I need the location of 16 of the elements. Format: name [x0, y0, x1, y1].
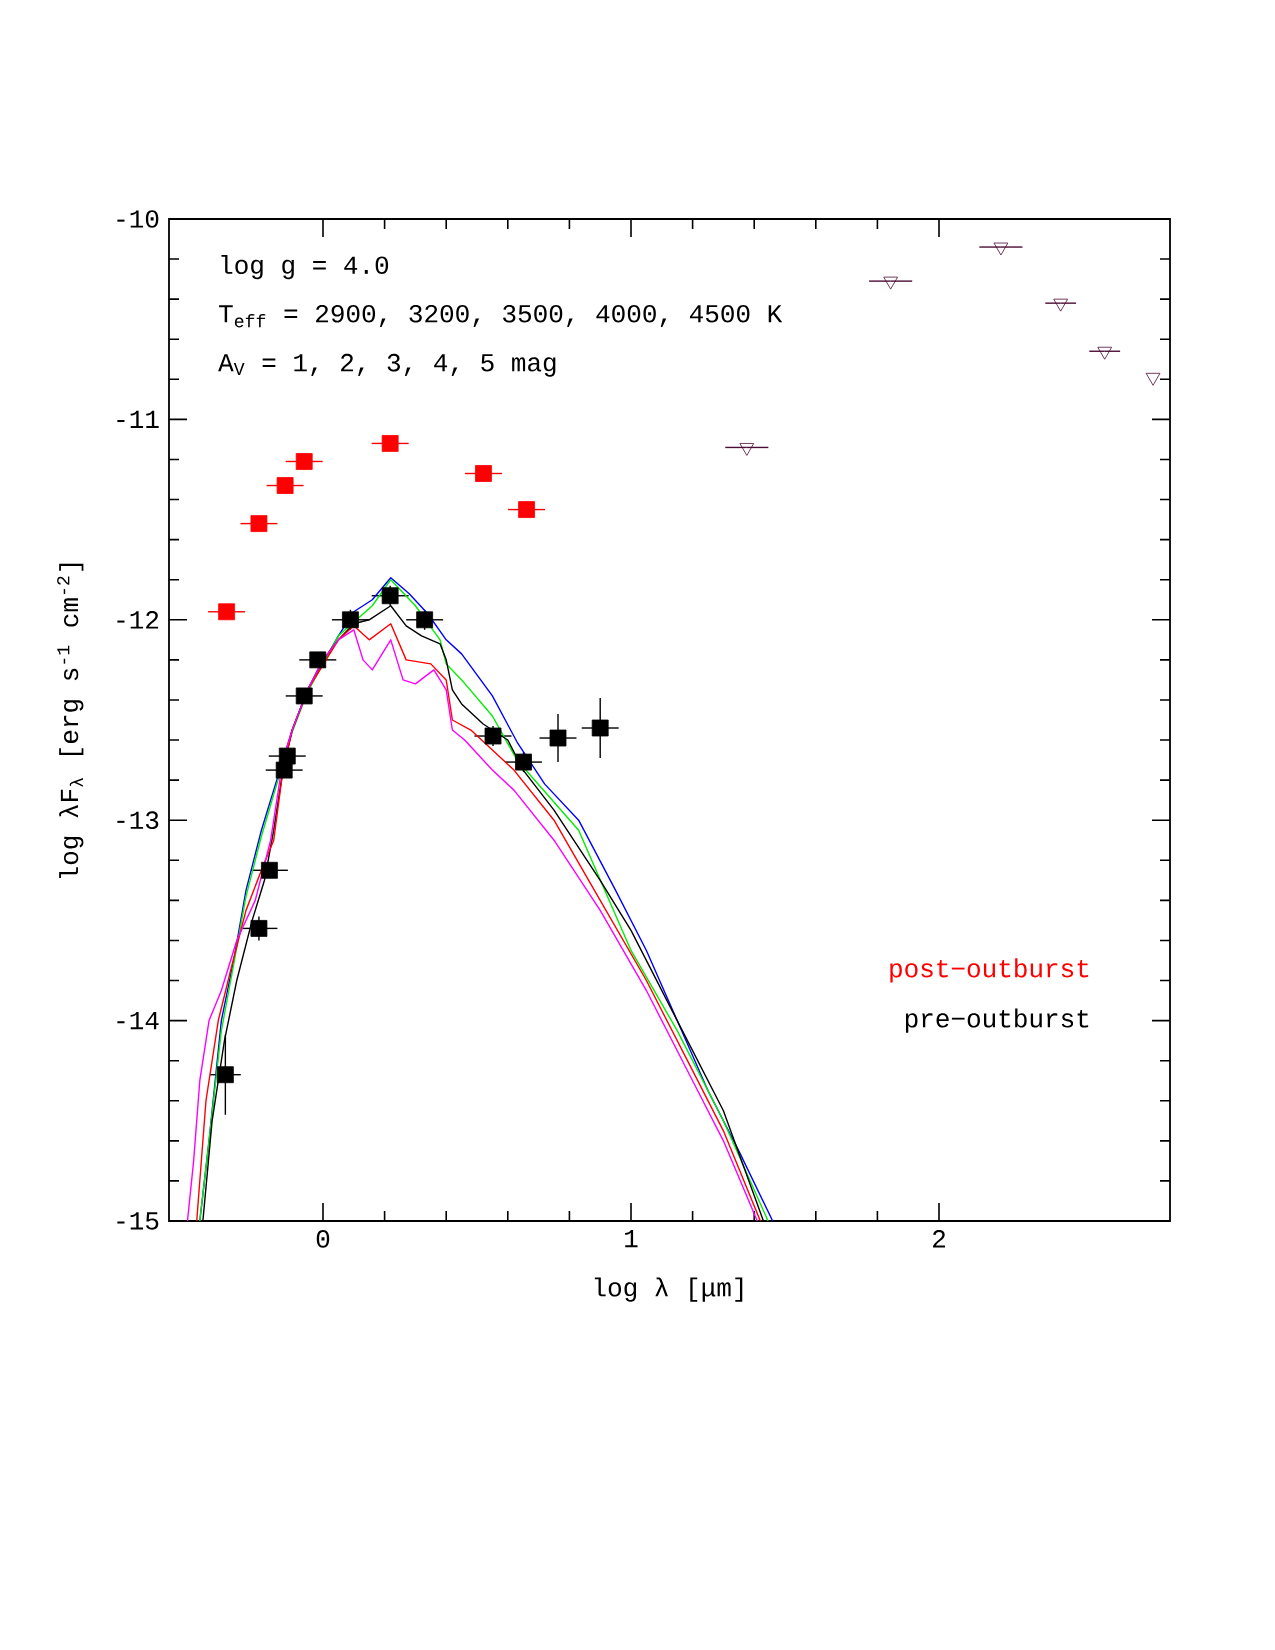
- text: pre−outburst: [905, 1008, 1089, 1033]
- annotation: A$_{V}$ = 1, 2, 3, 4, 5 mag: [218, 353, 556, 377]
- y-tick-label: -13: [117, 811, 159, 830]
- x-tick-label: 2: [933, 1230, 945, 1248]
- x-tick-label: 0: [316, 1230, 330, 1248]
- y-tick-label: -11: [117, 410, 159, 428]
- text: post−outburst: [890, 958, 1089, 983]
- x-tick-label: 1: [625, 1230, 638, 1248]
- annotation: T$_{eff}$ = 2900, 3200, 3500, 4000, 4500 K: [219, 304, 783, 328]
- y-tick-label: -15: [117, 1212, 159, 1230]
- y-tick-label: -12: [117, 611, 159, 629]
- y-tick-label: -10: [117, 210, 159, 228]
- text: log λF$_{λ}$ [erg s$^{-1}$ cm$^{-2}$]: [57, 563, 84, 879]
- y-tick-label: -14: [117, 1012, 159, 1030]
- x-axis-title: log λ [μm]: [594, 1277, 743, 1302]
- annotation: log g = 4.0: [221, 254, 389, 280]
